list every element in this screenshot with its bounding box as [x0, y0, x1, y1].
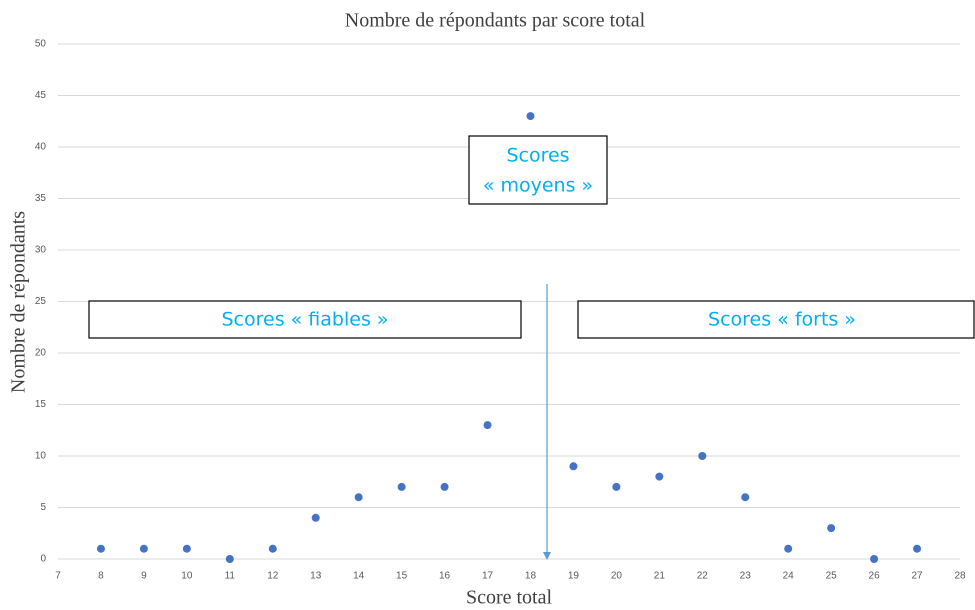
- annotation: Scores « forts »: [708, 309, 856, 331]
- point: [397, 482, 406, 491]
- x-tick-label: 10: [181, 571, 193, 582]
- x-tick-label: 23: [740, 571, 752, 582]
- x-tick-label: 14: [353, 571, 365, 582]
- annotation: « moyens »: [483, 175, 593, 197]
- chart-title: Nombre de répondants par score total: [345, 10, 646, 32]
- x-tick-label: 20: [611, 571, 623, 582]
- point: [311, 513, 320, 522]
- y-tick-label: 35: [35, 193, 47, 204]
- y-tick-label: 50: [35, 39, 47, 50]
- point: [483, 421, 492, 430]
- point: [655, 472, 664, 481]
- annotation-box: [88, 300, 522, 339]
- x-tick-label: 8: [98, 571, 104, 582]
- point: [827, 524, 836, 533]
- point: [139, 544, 148, 553]
- point: [612, 482, 621, 491]
- point: [225, 555, 234, 563]
- x-tick-label: 12: [267, 571, 279, 582]
- annotation-box: [577, 300, 975, 339]
- y-tick-label: 5: [40, 502, 46, 513]
- point: [784, 544, 793, 553]
- y-tick-label: 45: [35, 90, 47, 101]
- x-tick-label: 25: [826, 571, 838, 582]
- y-tick-label: 20: [35, 348, 47, 359]
- y-tick-label: 15: [35, 399, 47, 410]
- x-tick-label: 16: [439, 571, 451, 582]
- point: [182, 544, 191, 553]
- annotation: Scores: [506, 145, 569, 167]
- point: [870, 555, 879, 563]
- x-tick-label: 15: [396, 571, 408, 582]
- point: [440, 482, 449, 491]
- annotation-box: [468, 135, 608, 205]
- x-tick-label: 18: [525, 571, 537, 582]
- point: [569, 462, 578, 471]
- y-axis-label: Nombre de répondants: [8, 211, 30, 393]
- y-tick-label: 40: [35, 142, 47, 153]
- x-tick-label: 27: [911, 571, 923, 582]
- y-tick-label: 25: [35, 296, 47, 307]
- point: [741, 493, 750, 502]
- x-tick-label: 21: [654, 571, 666, 582]
- x-tick-label: 19: [568, 571, 580, 582]
- point: [354, 493, 363, 502]
- x-tick-label: 24: [783, 571, 795, 582]
- point: [268, 544, 277, 553]
- y-tick-label: 0: [40, 554, 46, 565]
- point: [913, 544, 922, 553]
- x-tick-label: 22: [697, 571, 709, 582]
- y-tick-label: 30: [35, 245, 47, 256]
- x-tick-label: 9: [141, 571, 147, 582]
- point: [96, 544, 105, 553]
- x-tick-label: 13: [310, 571, 322, 582]
- x-tick-label: 28: [954, 571, 966, 582]
- x-tick-label: 11: [225, 571, 236, 582]
- x-tick-label: 26: [869, 571, 881, 582]
- annotation: Scores « fiables »: [221, 309, 388, 331]
- x-tick-label: 17: [482, 571, 494, 582]
- y-tick-label: 10: [35, 451, 47, 462]
- point: [698, 452, 707, 460]
- x-axis-label: Score total: [466, 587, 553, 609]
- point: [526, 112, 535, 121]
- x-tick-label: 7: [55, 571, 61, 582]
